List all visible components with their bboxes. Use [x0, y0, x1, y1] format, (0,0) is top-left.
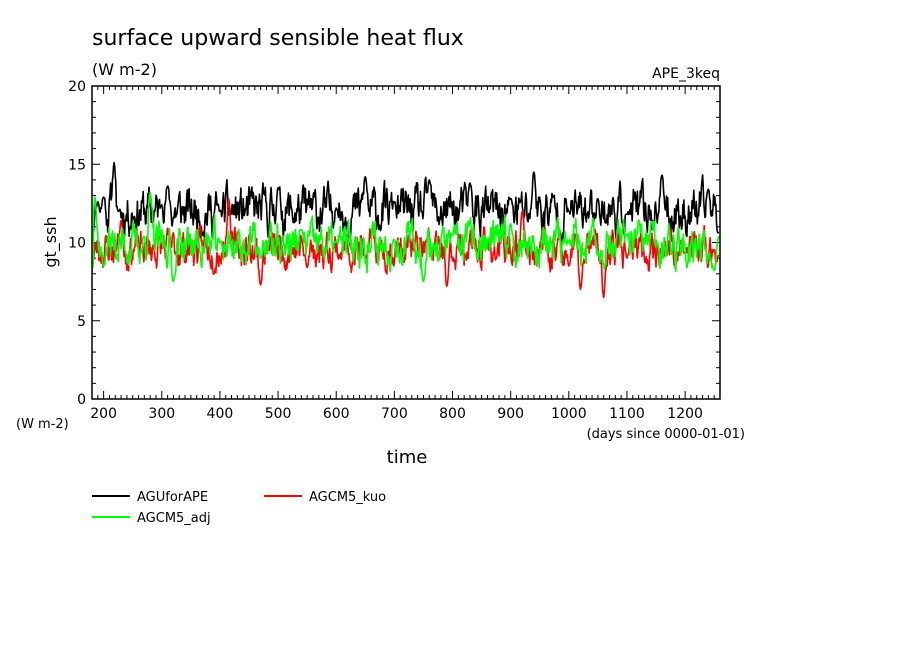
legend-label: AGUforAPE	[137, 490, 208, 505]
x-tick-label: 500	[265, 406, 292, 422]
legend-label: AGCM5_adj	[137, 511, 211, 526]
series-line-AGCM5_adj	[91, 191, 720, 283]
plot-frame	[91, 85, 721, 400]
legend-label: AGCM5_kuo	[309, 490, 386, 505]
chart-title: surface upward sensible heat flux	[92, 26, 464, 51]
x-tick-label: 900	[497, 406, 524, 422]
y-tick-label: 15	[68, 157, 86, 173]
x-tick-label: 800	[439, 406, 466, 422]
legend: AGUforAPE AGCM5_kuo AGCM5_adj	[92, 490, 386, 526]
x-tick-label: 400	[207, 406, 234, 422]
series-layer	[91, 161, 720, 299]
x-tick-label: 600	[323, 406, 350, 422]
x-tick-label: 1000	[551, 406, 587, 422]
y-axis-label: gt_ssh	[41, 216, 61, 267]
x-tick-label: 700	[381, 406, 408, 422]
series-line-AGUforAPE	[91, 161, 720, 247]
y-axis-units: (W m-2)	[16, 417, 69, 432]
y-tick-label: 10	[68, 236, 86, 252]
series-line-AGCM5_kuo	[91, 197, 720, 299]
y-tick-label: 0	[77, 392, 86, 408]
y-tick-label: 20	[68, 79, 86, 95]
x-axis-label: time	[387, 447, 428, 468]
x-tick-label: 1100	[609, 406, 645, 422]
x-tick-label: 200	[90, 406, 117, 422]
x-axis-units: (days since 0000-01-01)	[587, 427, 745, 442]
x-tick-label: 1200	[667, 406, 703, 422]
y-tick-label: 5	[77, 314, 86, 330]
x-tick-label: 300	[148, 406, 175, 422]
chart-units: (W m-2)	[92, 60, 157, 79]
experiment-label: APE_3keq	[652, 66, 720, 82]
